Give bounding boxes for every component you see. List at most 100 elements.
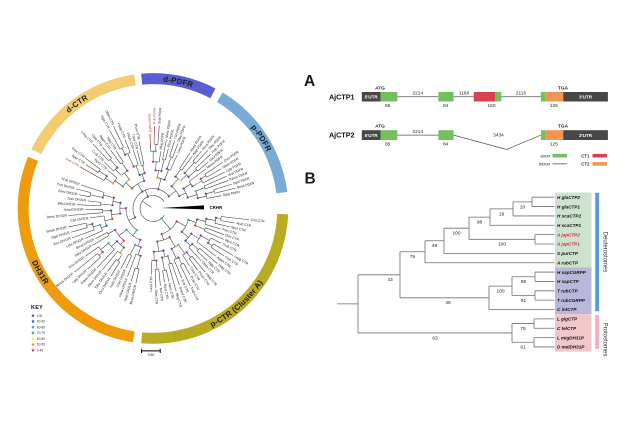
svg-text:A japCTP1: A japCTP1 [556,242,580,247]
svg-text:Nlug PDFR: Nlug PDFR [159,132,165,150]
svg-text:0-49: 0-49 [37,348,44,352]
svg-text:H glaCTP1: H glaCTP1 [557,204,580,209]
svg-text:AjCTP1: AjCTP1 [329,92,355,101]
svg-text:Hsap CTR: Hsap CTR [117,122,127,139]
svg-text:100: 100 [452,231,460,237]
svg-text:Drer CTR: Drer CTR [65,157,80,168]
svg-text:Myes DH31R: Myes DH31R [129,284,138,305]
svg-text:A japCTP2: A japCTP2 [556,232,580,237]
svg-text:Obim CTR: Obim CTR [104,109,115,126]
svg-text:C intCTP: C intCTP [557,307,577,312]
svg-text:Bflo DH31R: Bflo DH31R [58,202,77,207]
svg-text:Nvec PDFR: Nvec PDFR [165,119,172,138]
svg-text:75: 75 [410,254,416,260]
svg-text:46: 46 [445,300,451,306]
svg-text:Znev DH31R: Znev DH31R [58,189,79,197]
svg-text:78: 78 [520,326,526,332]
svg-text:Ebur PDFR: Ebur PDFR [167,129,175,147]
svg-text:84: 84 [443,103,449,109]
svg-text:5′UTR: 5′UTR [365,133,379,138]
svg-text:Smed PDFR: Smed PDFR [147,113,152,133]
svg-text:Ggal PDFR: Ggal PDFR [222,190,240,197]
svg-text:0.50: 0.50 [148,353,155,357]
svg-text:H glaCTP2: H glaCTP2 [557,195,580,200]
svg-text:Arub CTR: Arub CTR [236,221,252,228]
svg-text:Deuterostomes: Deuterostomes [602,232,608,273]
svg-text:Dmel DH31R: Dmel DH31R [47,214,68,220]
svg-text:Nvec CTR: Nvec CTR [167,283,174,300]
svg-text:A rubCTP: A rubCTP [556,260,579,265]
svg-text:T rubCGRPP: T rubCGRPP [557,298,586,303]
svg-text:Spur CTR: Spur CTR [231,225,247,233]
svg-text:91: 91 [521,298,527,304]
svg-text:Ggal DH31R: Ggal DH31R [51,231,71,240]
svg-text:Arub DH31R: Arub DH31R [61,177,81,187]
svg-text:Drer CTR: Drer CTR [225,233,241,242]
svg-text:Ctel DH31R: Ctel DH31R [70,216,89,223]
svg-text:A: A [304,73,315,90]
svg-text:Lana CTR: Lana CTR [149,276,153,292]
svg-text:20: 20 [520,204,526,210]
svg-text:TGA: TGA [558,124,569,130]
svg-text:Srat PDFR: Srat PDFR [157,107,162,124]
svg-text:Dpul PDFR: Dpul PDFR [233,177,251,186]
svg-text:L gigCTP: L gigCTP [557,317,578,322]
svg-text:CRHR: CRHR [209,205,223,210]
svg-text:ATG: ATG [375,85,385,91]
svg-text:Nlug CTR: Nlug CTR [175,292,183,308]
svg-text:100: 100 [37,314,43,318]
svg-text:70-79: 70-79 [37,331,45,335]
svg-text:Hgla CTR: Hgla CTR [100,114,111,129]
svg-text:2116: 2116 [516,91,527,97]
svg-text:L migDH31P: L migDH31P [557,335,585,340]
svg-text:Protostomes: Protostomes [602,323,608,357]
svg-text:intron: intron [539,162,551,167]
svg-text:TGA: TGA [558,85,569,91]
svg-text:Trub CTR: Trub CTR [189,286,199,302]
svg-text:Rpro CTR: Rpro CTR [224,238,240,248]
svg-text:T rubCTP: T rubCTP [557,289,579,294]
svg-text:90-99: 90-99 [37,320,45,324]
svg-text:Spur CTR: Spur CTR [71,154,86,166]
svg-text:19: 19 [499,211,505,217]
svg-text:3434: 3434 [493,133,504,139]
svg-text:AjCTP2: AjCTP2 [329,131,355,140]
svg-text:Isca PDFR: Isca PDFR [227,167,244,177]
svg-text:5′UTR: 5′UTR [365,95,379,100]
svg-text:85: 85 [385,103,391,109]
svg-text:Cele CTR: Cele CTR [224,255,239,267]
svg-text:3′UTR: 3′UTR [579,133,593,138]
svg-text:Crob CTR: Crob CTR [222,242,238,253]
svg-text:1168: 1168 [459,91,470,97]
svg-text:H scaCTP2: H scaCTP2 [557,214,581,219]
svg-text:CT2: CT2 [581,162,590,167]
svg-text:Pcau CTR: Pcau CTR [189,275,200,291]
svg-text:Prec CTR: Prec CTR [222,227,238,235]
svg-text:Hduj CTR: Hduj CTR [106,136,118,151]
svg-text:Cint CTR: Cint CTR [250,218,265,224]
svg-text:Cint DH31R: Cint DH31R [56,182,75,190]
svg-text:98: 98 [477,219,483,225]
svg-text:61: 61 [520,345,526,351]
svg-text:2214: 2214 [412,91,423,97]
svg-text:H scaCTP1: H scaCTP1 [557,223,581,228]
svg-text:C telCTP: C telCTP [557,326,577,331]
svg-text:Srat CTR: Srat CTR [180,279,189,294]
svg-text:Bmal PDFR: Bmal PDFR [237,181,256,189]
svg-text:Trub PDFR: Trub PDFR [152,107,156,125]
svg-text:85: 85 [385,142,391,148]
svg-text:KEY: KEY [31,305,43,311]
svg-text:Clec DH31R: Clec DH31R [116,268,128,287]
svg-text:100: 100 [498,242,506,248]
svg-text:Phum CTR: Phum CTR [126,132,135,150]
svg-text:80-89: 80-89 [37,325,45,329]
svg-text:S purCTP: S purCTP [557,251,579,256]
svg-text:125: 125 [550,142,558,148]
svg-text:Amel DH31R: Amel DH31R [64,208,84,212]
svg-text:Ofas PDFR: Ofas PDFR [177,125,187,143]
svg-text:Lana PDFR: Lana PDFR [176,136,187,154]
svg-text:Turt PDFR: Turt PDFR [173,123,182,140]
svg-text:63: 63 [432,335,438,341]
svg-text:Sman DH31R: Sman DH31R [46,225,68,234]
svg-text:Xtro DH31R: Xtro DH31R [53,236,72,246]
